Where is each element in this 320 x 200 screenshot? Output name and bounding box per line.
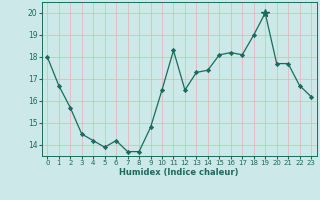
X-axis label: Humidex (Indice chaleur): Humidex (Indice chaleur) (119, 168, 239, 177)
